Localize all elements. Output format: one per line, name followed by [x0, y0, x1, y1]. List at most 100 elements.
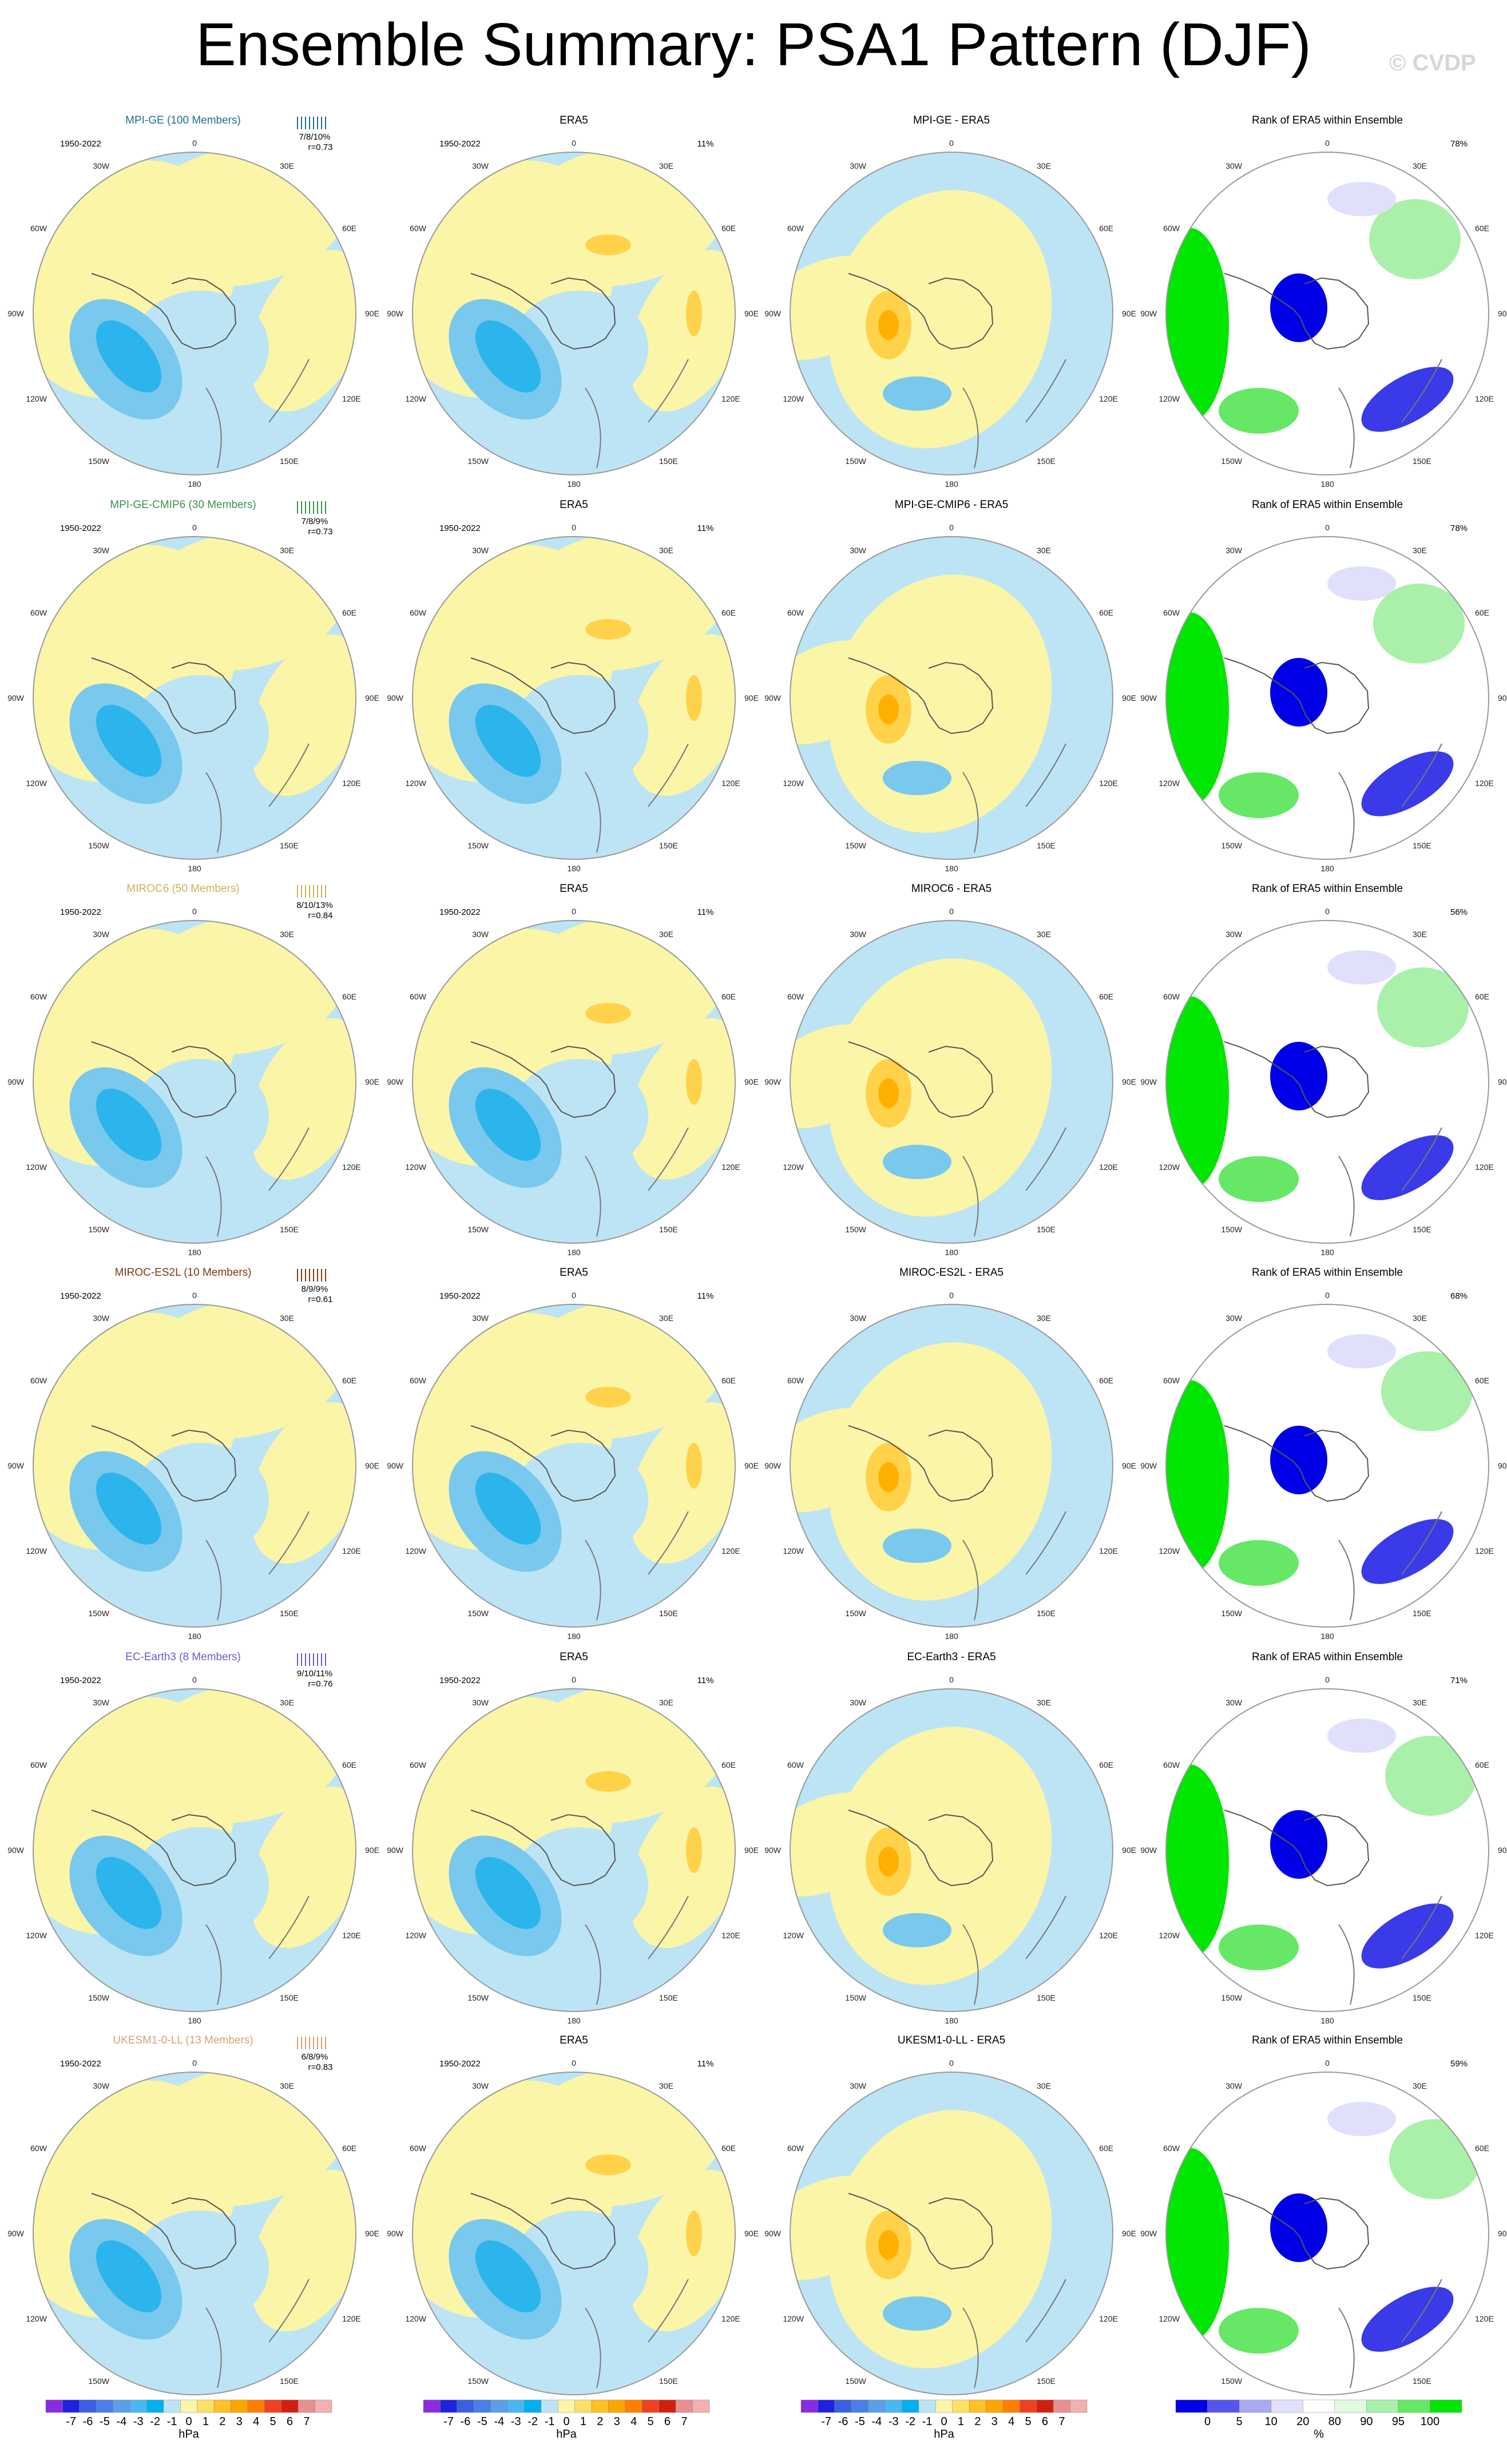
lon-label: 60W [787, 992, 804, 1001]
lon-label: 60E [1099, 1760, 1113, 1769]
member-spread-marker [297, 501, 326, 514]
rank-low-region [1361, 751, 1454, 816]
variance-stats-label: 6/8/9% [302, 2052, 328, 2062]
hpa-colorbar-tick-label: -5 [477, 2415, 487, 2428]
lon-label: 150E [659, 2376, 678, 2386]
lon-label: 120W [405, 1546, 426, 1556]
antarctica-coastline [848, 657, 994, 735]
hpa-colorbar-tick-label: 1 [580, 2415, 586, 2428]
lon-label: 150W [88, 841, 109, 850]
lon-label: 30W [93, 161, 110, 170]
lon-label: 150E [280, 1993, 299, 2002]
positive-anomaly [249, 1018, 356, 1180]
lon-label: 30W [1226, 546, 1243, 555]
australia-coastline [648, 1511, 689, 1575]
rank-low-region [1270, 1810, 1327, 1879]
positive-anomaly-center [686, 675, 702, 721]
lon-label: 30W [1226, 1698, 1243, 1707]
rank-percent-label: 68% [1450, 1291, 1468, 1301]
hpa-colorbar-swatch [62, 2399, 80, 2413]
hpa-colorbar-swatch [541, 2399, 558, 2413]
map-border [412, 1304, 736, 1628]
lon-label: 120E [1099, 394, 1118, 403]
lon-label: 90E [365, 1461, 379, 1470]
antarctica-coastline [470, 273, 616, 350]
lon-label: 90E [365, 309, 379, 318]
australia-coastline [268, 1127, 310, 1191]
lon-label: 60E [1099, 608, 1113, 617]
hpa-colorbar-unit-label: hPa [179, 2428, 199, 2441]
lon-label: 180 [1320, 2016, 1334, 2025]
lon-label: 60W [410, 992, 427, 1001]
lon-label: 60W [787, 2144, 804, 2153]
rank-colorbar-tick-label: 80 [1328, 2415, 1341, 2428]
lon-label: 90W [764, 1077, 782, 1086]
map-fill [1166, 2072, 1489, 2395]
rank-high-region [1385, 1736, 1477, 1816]
hpa-colorbar-swatch [1020, 2399, 1037, 2413]
hpa-colorbar-tick-label: 5 [1025, 2415, 1031, 2428]
lon-label: 150E [280, 1225, 299, 1234]
positive-anomaly-center [585, 1003, 631, 1023]
rank-low-region [1327, 566, 1396, 601]
rank-high-region [1219, 1156, 1299, 1202]
lon-label: 90W [387, 309, 404, 318]
new-zealand-coastline [205, 2307, 222, 2388]
lon-label: 180 [567, 479, 581, 489]
lon-label: 150E [659, 1609, 678, 1618]
new-zealand-coastline [962, 387, 979, 469]
lon-label: 90E [744, 309, 759, 318]
lon-label: 60E [342, 608, 356, 617]
antarctica-coastline [91, 1810, 237, 1887]
lon-label: 120W [1159, 394, 1180, 403]
lon-label: 150E [1037, 1993, 1056, 2002]
hpa-colorbar-swatch [834, 2399, 852, 2413]
lon-label: 150E [1413, 841, 1431, 850]
antarctica-coastline [1224, 1041, 1370, 1118]
lon-label: 30W [93, 930, 110, 939]
member-spread-marker [297, 1269, 326, 1281]
hpa-colorbar-tick-label: 4 [630, 2415, 637, 2428]
lon-label: 60W [787, 608, 804, 617]
rank-colorbar-unit-label: % [1314, 2428, 1324, 2441]
rank-title: Rank of ERA5 within Ensemble [1252, 1651, 1403, 1663]
negative-anomaly-center [96, 705, 162, 777]
rank-percent-label: 59% [1450, 2059, 1468, 2069]
rank-percent-label: 78% [1450, 523, 1468, 533]
lon-label: 120W [1159, 1546, 1180, 1556]
lon-label: 120W [405, 1162, 426, 1172]
lon-label: 0 [572, 907, 576, 916]
lon-label: 180 [1320, 1248, 1334, 1257]
australia-coastline [1025, 1511, 1066, 1575]
antarctica-coastline [91, 273, 237, 350]
antarctica-coastline [1224, 1425, 1370, 1502]
australia-coastline [1401, 1127, 1442, 1191]
rank-high-region [1166, 1380, 1229, 1574]
lon-label: 0 [192, 138, 197, 148]
year-range-label: 1950-2022 [439, 1676, 481, 1685]
lon-label: 90E [1122, 1461, 1136, 1470]
lon-label: 180 [1320, 864, 1334, 873]
lon-label: 0 [1325, 523, 1330, 532]
year-range-label: 1950-2022 [439, 2059, 481, 2069]
lon-label: 60W [410, 1760, 427, 1769]
rank-colorbar-swatch [1334, 2399, 1367, 2413]
hpa-colorbar-swatch [800, 2399, 818, 2413]
lon-label: 150W [467, 841, 489, 850]
map-border [1165, 536, 1489, 860]
hpa-colorbar-swatch [524, 2399, 542, 2413]
hpa-colorbar-swatch [902, 2399, 919, 2413]
lon-label: 30E [1413, 2081, 1427, 2090]
rank-high-region [1219, 772, 1299, 818]
lon-label: 0 [949, 1675, 954, 1684]
lon-label: 0 [949, 523, 954, 532]
lon-label: 30E [280, 2081, 294, 2090]
lon-label: 0 [192, 523, 197, 532]
lon-label: 120W [26, 1546, 47, 1556]
lon-label: 120W [1159, 2314, 1180, 2323]
antarctica-coastline [91, 1041, 237, 1118]
positive-anomaly [629, 634, 735, 796]
lon-label: 60E [342, 1376, 356, 1385]
lon-label: 150W [845, 1993, 866, 2002]
variance-stats-label: 7/8/10% [299, 132, 330, 142]
